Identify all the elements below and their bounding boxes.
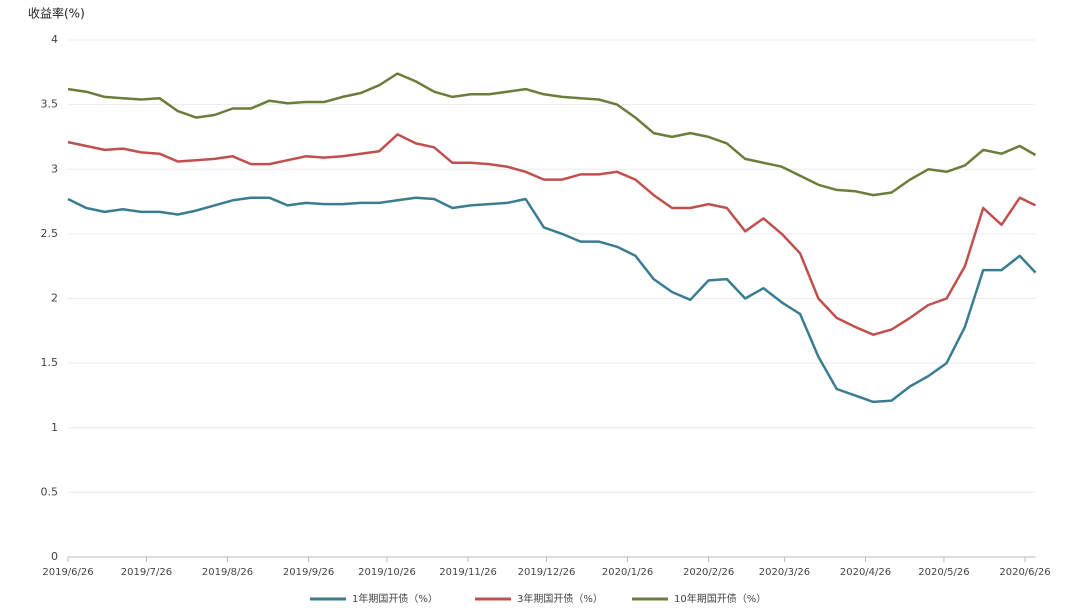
series-line — [67, 196, 1037, 404]
x-tick-label: 2019/11/26 — [439, 567, 497, 578]
y-tick-label: 2.5 — [41, 227, 59, 240]
x-tick-label: 2019/8/26 — [202, 567, 253, 578]
legend-label: 1年期国开债（%） — [352, 592, 438, 605]
x-tick-label: 2020/5/26 — [918, 567, 969, 578]
y-tick-label: 1.5 — [41, 356, 59, 369]
y-tick-label: 4 — [51, 33, 58, 46]
x-tick-label: 2019/6/26 — [42, 567, 93, 578]
y-tick-label: 1 — [51, 421, 58, 434]
y-tick-label: 2 — [51, 292, 58, 305]
y-tick-label: 0.5 — [41, 485, 59, 498]
x-tick-label: 2019/9/26 — [283, 567, 334, 578]
x-tick-label: 2020/1/26 — [602, 567, 653, 578]
x-tick-label: 2020/3/26 — [759, 567, 810, 578]
x-tick-label: 2019/12/26 — [518, 567, 576, 578]
series-line — [67, 133, 1037, 336]
legend-label: 3年期国开债（%） — [517, 592, 603, 605]
y-axis-label: 收益率(%) — [28, 6, 85, 21]
y-tick-label: 3.5 — [41, 98, 59, 111]
y-tick-label: 3 — [51, 162, 58, 175]
x-tick-label: 2019/10/26 — [358, 567, 416, 578]
series-line — [67, 72, 1037, 197]
legend-label: 10年期国开债（%） — [674, 592, 766, 605]
x-tick-label: 2020/4/26 — [840, 567, 891, 578]
x-tick-label: 2019/7/26 — [121, 567, 172, 578]
x-tick-label: 2020/6/26 — [999, 567, 1050, 578]
y-tick-label: 0 — [51, 550, 58, 563]
x-tick-label: 2020/2/26 — [683, 567, 734, 578]
